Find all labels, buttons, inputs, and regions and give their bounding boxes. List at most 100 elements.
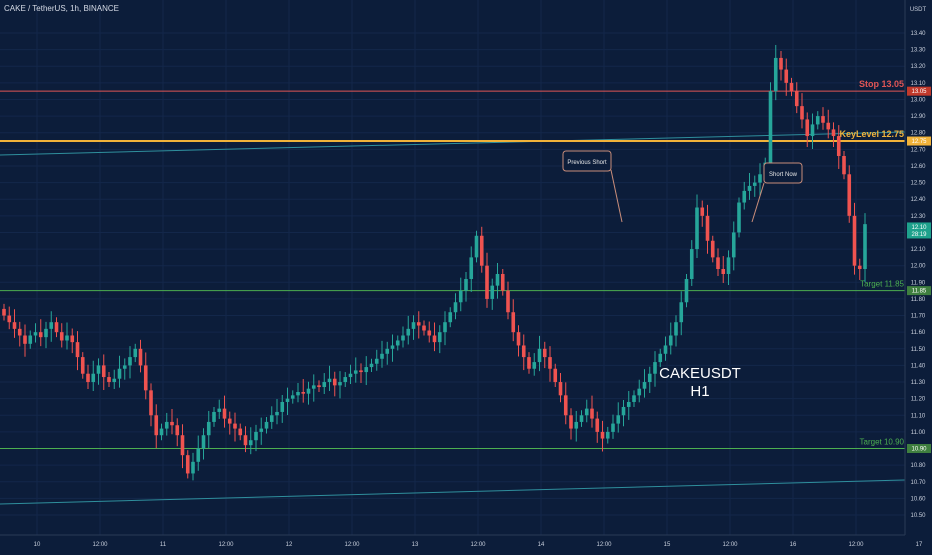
candle[interactable] [689, 240, 694, 286]
candle[interactable] [590, 395, 594, 428]
candle[interactable] [290, 390, 295, 404]
candle[interactable] [238, 423, 243, 441]
candle[interactable] [280, 394, 285, 423]
candle[interactable] [443, 311, 447, 346]
candle[interactable] [500, 269, 505, 296]
candle[interactable] [658, 348, 663, 368]
candle[interactable] [128, 346, 132, 379]
candle[interactable] [815, 111, 820, 130]
candle[interactable] [448, 307, 453, 328]
candle[interactable] [96, 358, 101, 385]
candle[interactable] [385, 341, 390, 365]
candle[interactable] [721, 256, 726, 283]
candle[interactable] [170, 408, 174, 435]
candle[interactable] [731, 221, 736, 271]
candle[interactable] [301, 379, 306, 403]
candle[interactable] [65, 322, 69, 350]
candle[interactable] [374, 349, 379, 371]
candle[interactable] [332, 371, 337, 397]
candle[interactable] [369, 358, 374, 373]
candle[interactable] [348, 364, 353, 385]
candle[interactable] [705, 204, 710, 254]
candle[interactable] [248, 427, 253, 455]
candle[interactable] [7, 306, 12, 330]
candle[interactable] [101, 354, 106, 391]
candle[interactable] [789, 77, 794, 97]
candle[interactable] [710, 235, 715, 263]
candle[interactable] [558, 373, 563, 403]
candle[interactable] [700, 200, 705, 227]
candle[interactable] [322, 373, 327, 395]
candle[interactable] [49, 311, 54, 342]
candle[interactable] [254, 424, 258, 452]
candle[interactable] [401, 326, 405, 348]
candle[interactable] [264, 416, 269, 434]
candle[interactable] [91, 360, 96, 392]
candle[interactable] [553, 363, 558, 388]
candle[interactable] [563, 382, 568, 425]
candle[interactable] [317, 380, 321, 393]
candle[interactable] [296, 383, 300, 403]
candle[interactable] [847, 165, 852, 223]
candle[interactable] [212, 406, 216, 427]
candle[interactable] [180, 424, 185, 469]
candle[interactable] [191, 452, 195, 481]
candle[interactable] [637, 379, 642, 403]
candle[interactable] [75, 331, 80, 371]
price-axis[interactable]: USDT 13.40 13.30 13.20 13.10 13.00 12.90 12.80 1… [907, 7, 931, 519]
candle[interactable] [695, 194, 699, 259]
candle[interactable] [773, 44, 778, 101]
candle[interactable] [632, 390, 636, 407]
candle[interactable] [117, 355, 122, 388]
candle[interactable] [112, 369, 117, 390]
candle[interactable] [668, 322, 673, 355]
candle[interactable] [616, 402, 621, 433]
candle[interactable] [810, 113, 815, 150]
candle[interactable] [836, 125, 841, 169]
candle[interactable] [747, 172, 752, 200]
candle[interactable] [206, 410, 211, 449]
candle[interactable] [863, 213, 867, 282]
candle[interactable] [857, 258, 862, 280]
candle[interactable] [852, 202, 857, 275]
candle[interactable] [642, 369, 647, 398]
candle[interactable] [143, 352, 148, 400]
candle[interactable] [831, 122, 836, 148]
candle[interactable] [196, 435, 201, 471]
candle[interactable] [154, 404, 159, 449]
candle[interactable] [44, 321, 48, 349]
candle[interactable] [485, 252, 489, 308]
candle[interactable] [311, 374, 316, 402]
candle[interactable] [495, 263, 500, 299]
candle[interactable] [469, 246, 474, 292]
candle[interactable] [821, 107, 825, 130]
candle[interactable] [521, 334, 526, 371]
candle[interactable] [269, 406, 274, 429]
candle[interactable] [779, 50, 783, 81]
candle[interactable] [621, 399, 626, 427]
candle[interactable] [805, 112, 810, 148]
candle[interactable] [222, 395, 227, 428]
candle[interactable] [653, 351, 657, 387]
candle[interactable] [243, 426, 248, 453]
candle[interactable] [458, 277, 463, 312]
candle[interactable] [758, 163, 762, 196]
candle[interactable] [511, 299, 516, 342]
candle[interactable] [338, 371, 342, 399]
candle[interactable] [532, 353, 537, 376]
candle[interactable] [406, 315, 411, 345]
candle[interactable] [527, 352, 531, 374]
callout-previous-short[interactable] [562, 150, 612, 172]
candle[interactable] [122, 358, 127, 380]
candle[interactable] [227, 411, 232, 435]
candle[interactable] [86, 364, 90, 390]
candle[interactable] [548, 346, 552, 382]
candle[interactable] [611, 414, 615, 439]
candle[interactable] [411, 315, 416, 340]
candle[interactable] [605, 426, 610, 444]
callout-short-now[interactable] [763, 162, 803, 184]
candle[interactable] [364, 356, 369, 386]
candle[interactable] [574, 410, 579, 442]
candle[interactable] [768, 82, 773, 170]
